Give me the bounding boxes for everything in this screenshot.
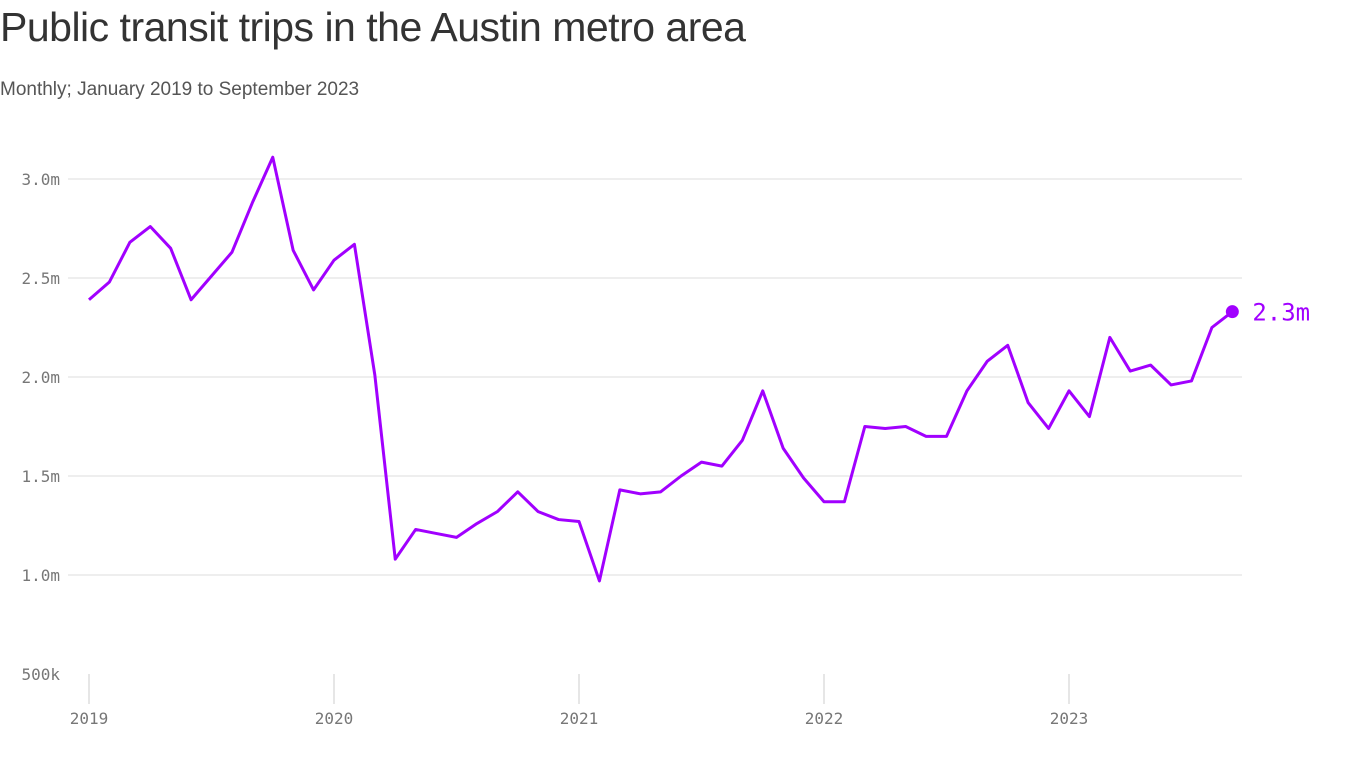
y-tick-label: 1.0m <box>21 566 60 585</box>
y-tick-label: 2.0m <box>21 368 60 387</box>
x-tick-label: 2021 <box>560 709 599 728</box>
x-tick-label: 2019 <box>70 709 109 728</box>
chart-subtitle: Monthly; January 2019 to September 2023 <box>0 79 360 100</box>
end-point-marker <box>1225 305 1239 319</box>
x-tick-label: 2023 <box>1050 709 1089 728</box>
x-tick-label: 2022 <box>805 709 844 728</box>
chart-title: Public transit trips in the Austin metro… <box>0 4 746 50</box>
y-tick-label: 500k <box>21 665 60 684</box>
end-value-label: 2.3m <box>1252 299 1310 327</box>
x-tick-label: 2020 <box>315 709 354 728</box>
y-tick-label: 2.5m <box>21 269 60 288</box>
series-line <box>88 155 1234 583</box>
y-tick-label: 3.0m <box>21 170 60 189</box>
y-tick-label: 1.5m <box>21 467 60 486</box>
